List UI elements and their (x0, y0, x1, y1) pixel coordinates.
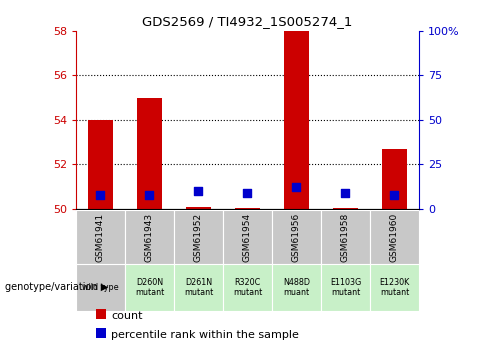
Text: GSM61943: GSM61943 (145, 213, 154, 262)
Text: wild type: wild type (82, 283, 119, 292)
Bar (235, 208, 260, 209)
Point (244, 190, 251, 196)
Text: count: count (111, 312, 143, 321)
Bar (370, 264, 419, 310)
Bar (76, 264, 125, 310)
Bar (321, 264, 370, 310)
Text: GSM61952: GSM61952 (194, 213, 203, 262)
Bar (223, 210, 272, 264)
Bar (382, 149, 407, 209)
Point (391, 193, 398, 198)
Point (293, 184, 300, 189)
Point (146, 192, 153, 197)
Bar (174, 264, 223, 310)
Text: E1103G
mutant: E1103G mutant (330, 277, 361, 297)
Bar (186, 207, 211, 209)
Text: percentile rank within the sample: percentile rank within the sample (111, 331, 299, 340)
Point (195, 188, 202, 194)
Text: D260N
mutant: D260N mutant (135, 277, 164, 297)
Title: GDS2569 / TI4932_1S005274_1: GDS2569 / TI4932_1S005274_1 (142, 16, 353, 29)
Point (97, 193, 104, 198)
Bar (125, 264, 174, 310)
Text: D261N
mutant: D261N mutant (184, 277, 213, 297)
Text: GSM61954: GSM61954 (243, 213, 252, 262)
Text: GSM61941: GSM61941 (96, 213, 105, 262)
Text: GSM61958: GSM61958 (341, 213, 350, 262)
Text: N488D
muant: N488D muant (283, 277, 310, 297)
Text: GSM61956: GSM61956 (292, 213, 301, 262)
Bar (223, 264, 272, 310)
Bar (333, 208, 358, 209)
Text: E1230K
mutant: E1230K mutant (379, 277, 410, 297)
Bar (137, 98, 162, 209)
Bar (321, 210, 370, 264)
Text: R320C
mutant: R320C mutant (233, 277, 262, 297)
Bar (284, 31, 309, 209)
Bar (88, 120, 113, 209)
Bar (76, 210, 125, 264)
Point (342, 190, 349, 196)
Bar (125, 210, 174, 264)
Bar (370, 210, 419, 264)
Text: GSM61960: GSM61960 (390, 213, 399, 262)
Bar (174, 210, 223, 264)
Bar (272, 210, 321, 264)
Bar (272, 264, 321, 310)
Text: genotype/variation ▶: genotype/variation ▶ (5, 282, 108, 292)
